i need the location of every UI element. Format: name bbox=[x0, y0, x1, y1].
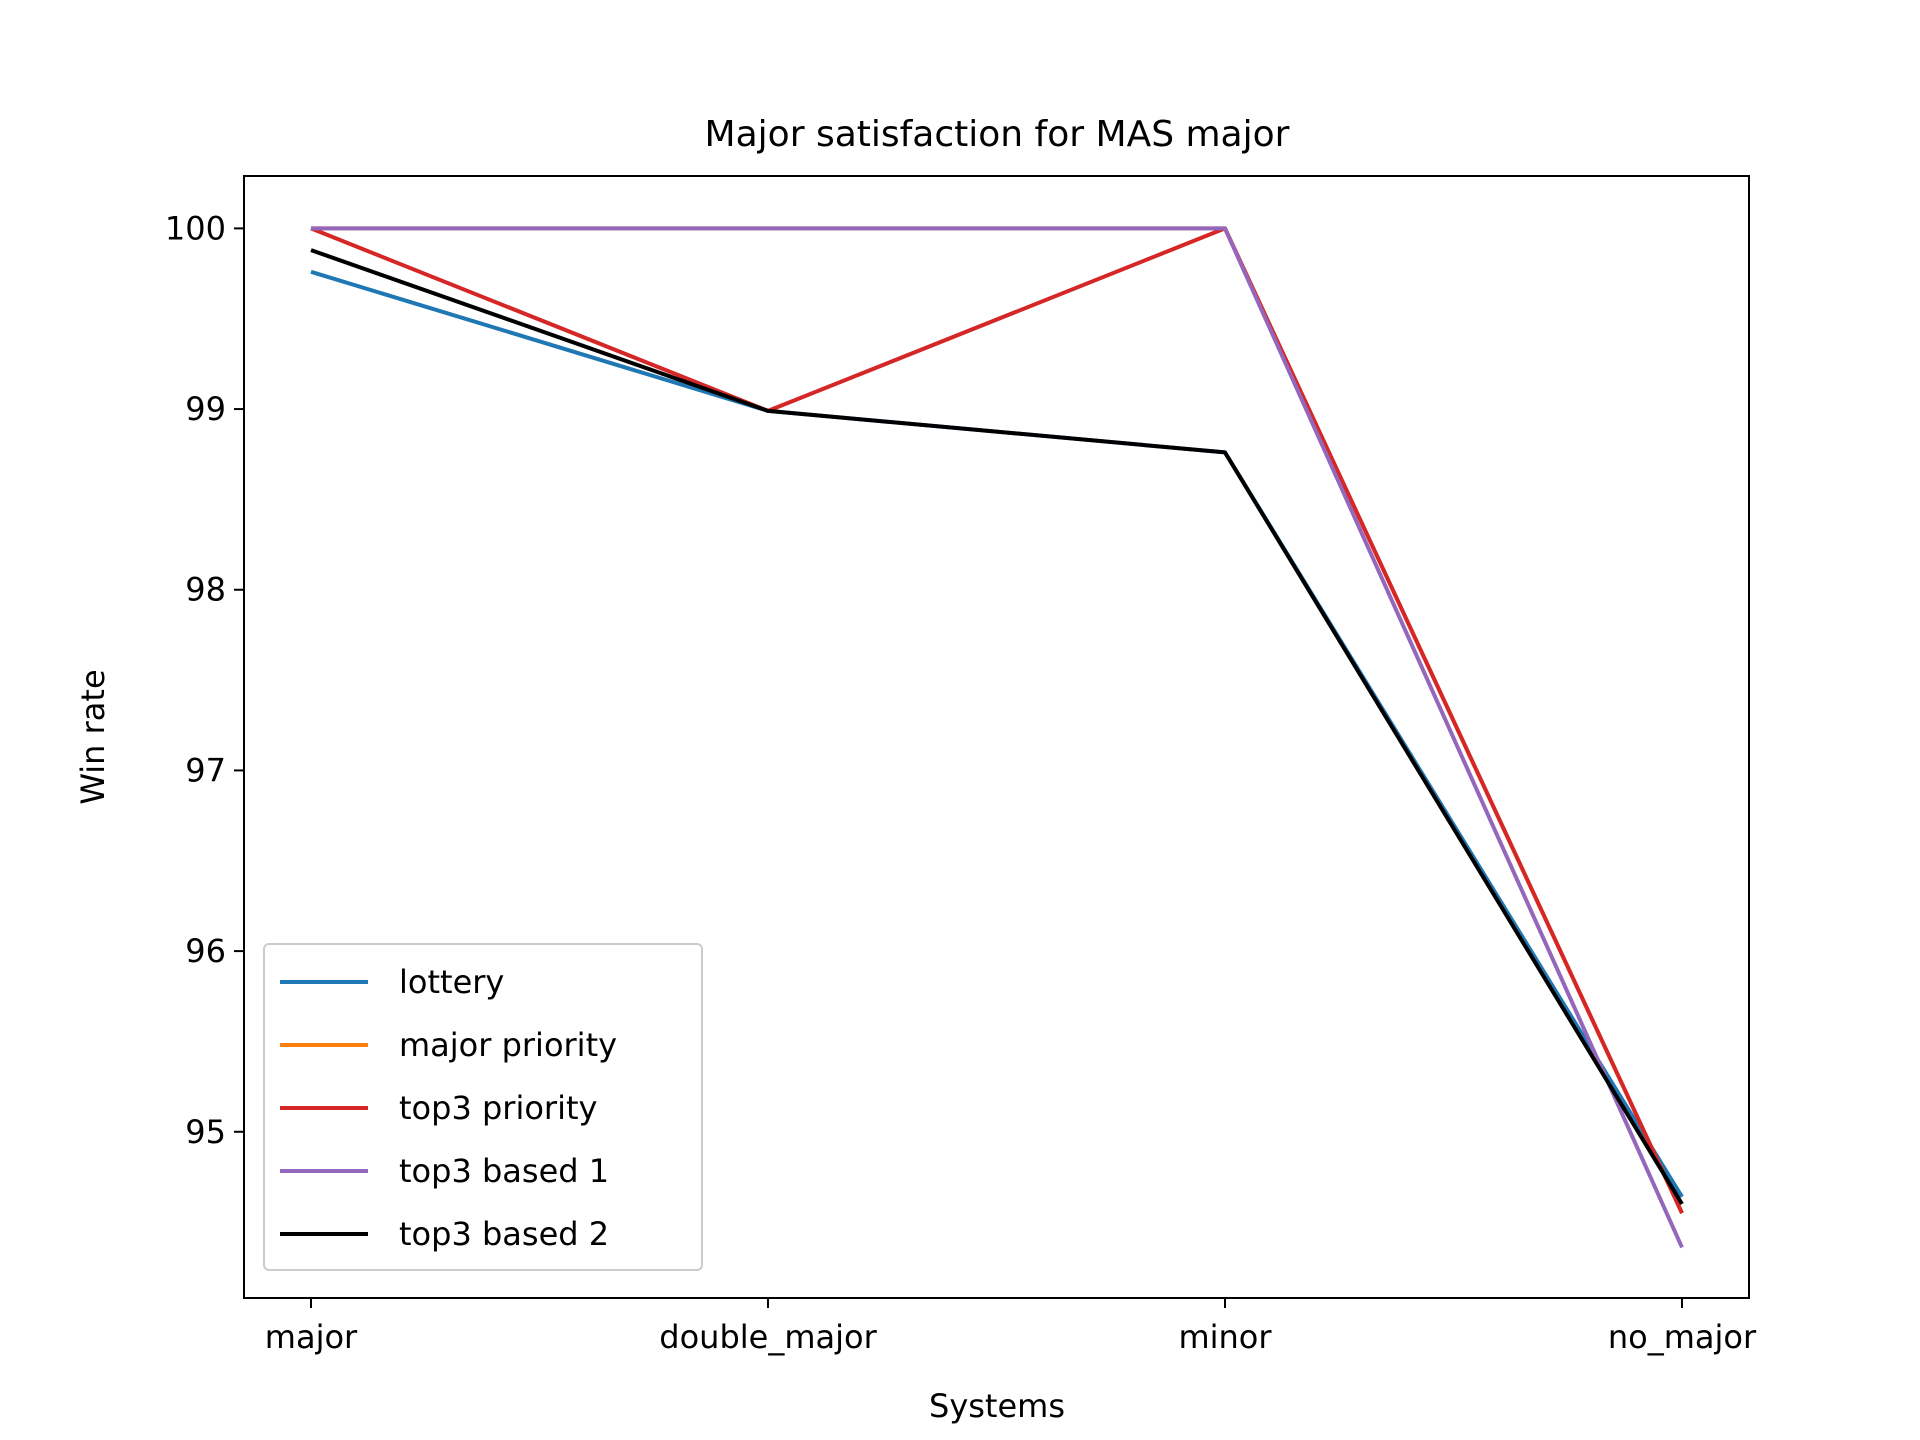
series-line-3 bbox=[310, 226, 1684, 1214]
x-tick-label: double_major bbox=[659, 1318, 877, 1356]
legend-box bbox=[263, 943, 703, 1271]
x-tick-label: no_major bbox=[1608, 1318, 1757, 1356]
y-tick-label: 98 bbox=[185, 571, 226, 609]
y-tick-label: 100 bbox=[165, 209, 226, 247]
chart-title: Major satisfaction for MAS major bbox=[705, 114, 1290, 155]
x-axis-label: Systems bbox=[929, 1387, 1065, 1425]
y-tick-label: 96 bbox=[185, 932, 226, 970]
legend: lottery major priority top3 priority top3 b… bbox=[263, 943, 703, 1271]
plot-frame bbox=[243, 175, 1750, 1299]
legend-label: top3 based 1 bbox=[399, 1152, 609, 1190]
series-line-4 bbox=[311, 226, 1684, 1249]
x-tick-label: minor bbox=[1178, 1318, 1272, 1356]
legend-label: major priority bbox=[399, 1026, 617, 1064]
y-axis: 95 96 97 98 99 100 bbox=[165, 209, 244, 1151]
y-tick-label: 95 bbox=[185, 1113, 226, 1151]
y-tick-label: 99 bbox=[185, 390, 226, 428]
y-axis-label: Win rate bbox=[74, 669, 112, 804]
series-line-5 bbox=[310, 248, 1684, 1206]
x-tick-label: major bbox=[265, 1318, 358, 1356]
y-tick-label: 97 bbox=[185, 751, 226, 789]
x-axis: major double_major minor no_major bbox=[265, 1298, 1757, 1356]
legend-label: lottery bbox=[399, 963, 504, 1001]
plot-area bbox=[243, 175, 1750, 1299]
legend-label: top3 priority bbox=[399, 1089, 597, 1127]
legend-label: top3 based 2 bbox=[399, 1215, 609, 1253]
